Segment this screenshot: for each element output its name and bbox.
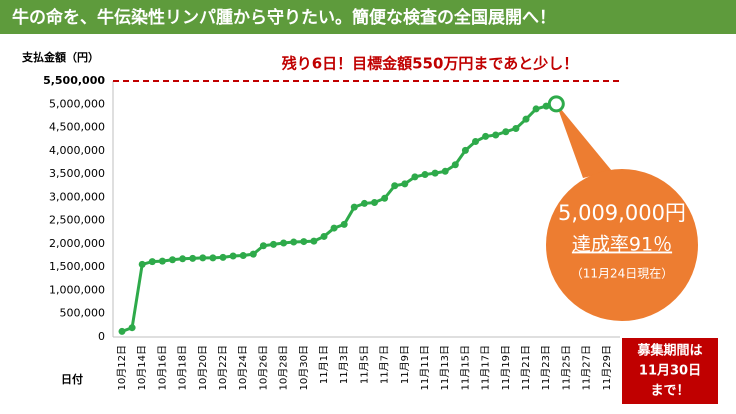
chart-title: 牛の命を、牛伝染性リンパ腫から守りたい。簡便な検査の全国展開へ！ bbox=[12, 7, 556, 28]
data-point bbox=[239, 252, 247, 260]
deadline-text: まで！ bbox=[650, 384, 689, 399]
data-point bbox=[350, 203, 358, 211]
callout-date: （11月24日現在） bbox=[571, 267, 674, 281]
data-point bbox=[320, 232, 328, 240]
data-point bbox=[512, 124, 520, 132]
x-tick-label: 10月28日 bbox=[278, 345, 290, 390]
y-tick-label: 4,500,000 bbox=[49, 121, 105, 134]
data-point bbox=[209, 254, 217, 262]
x-tick-label: 10月14日 bbox=[136, 345, 148, 390]
y-tick-label: 5,000,000 bbox=[49, 97, 105, 110]
data-point bbox=[330, 224, 338, 232]
data-point bbox=[532, 105, 540, 113]
data-point bbox=[310, 237, 318, 245]
data-point bbox=[219, 253, 227, 261]
data-point bbox=[482, 132, 490, 140]
data-point bbox=[401, 180, 409, 188]
data-point bbox=[128, 324, 136, 332]
data-point bbox=[451, 161, 459, 169]
data-point bbox=[340, 220, 348, 228]
data-point bbox=[199, 254, 207, 262]
y-tick-label: 4,000,000 bbox=[49, 144, 105, 157]
x-tick-label: 10月24日 bbox=[237, 345, 249, 390]
data-point bbox=[522, 115, 530, 123]
data-point bbox=[280, 239, 288, 247]
data-point bbox=[148, 258, 156, 266]
y-tick-label: 3,500,000 bbox=[49, 167, 105, 180]
y-tick-label: 1,000,000 bbox=[49, 283, 105, 296]
x-tick-label: 11月29日 bbox=[601, 345, 613, 390]
deadline-text: 募集期間は bbox=[636, 343, 702, 359]
x-axis-label: 日付 bbox=[61, 372, 83, 386]
data-point bbox=[169, 256, 176, 264]
data-point bbox=[371, 198, 378, 206]
data-point bbox=[441, 167, 449, 175]
x-tick-label: 10月18日 bbox=[177, 345, 189, 390]
data-point bbox=[300, 238, 308, 246]
data-point bbox=[290, 238, 298, 246]
x-tick-label: 11月13日 bbox=[439, 345, 451, 390]
data-point bbox=[138, 260, 146, 268]
x-tick-label: 10月22日 bbox=[217, 345, 229, 390]
x-tick-label: 11月1日 bbox=[318, 345, 330, 384]
callout-rate: 達成率91％ bbox=[572, 234, 672, 256]
x-tick-label: 10月30日 bbox=[298, 345, 310, 390]
x-tick-label: 11月11日 bbox=[419, 345, 431, 390]
y-tick-label: 1,500,000 bbox=[49, 260, 105, 273]
data-point bbox=[270, 240, 277, 248]
x-tick-label: 11月15日 bbox=[459, 345, 471, 390]
y-tick-label: 3,000,000 bbox=[49, 190, 105, 203]
data-point bbox=[179, 255, 187, 263]
x-tick-label: 11月27日 bbox=[581, 345, 593, 390]
x-tick-label: 11月9日 bbox=[399, 345, 411, 384]
data-point-latest bbox=[547, 95, 565, 113]
y-tick-label: 500,000 bbox=[60, 307, 106, 320]
data-point bbox=[360, 199, 368, 207]
data-point bbox=[158, 257, 166, 265]
data-point bbox=[229, 252, 237, 260]
title-banner bbox=[0, 0, 736, 34]
x-tick-label: 10月16日 bbox=[156, 345, 168, 390]
y-axis-label: 支払金額（円） bbox=[21, 50, 99, 64]
data-point bbox=[381, 194, 389, 202]
data-point bbox=[411, 173, 419, 181]
x-tick-label: 10月26日 bbox=[257, 345, 269, 390]
data-point bbox=[249, 250, 257, 258]
x-tick-label: 11月21日 bbox=[520, 345, 532, 390]
data-point bbox=[421, 171, 429, 179]
data-point bbox=[502, 128, 510, 136]
y-tick-label: 2,500,000 bbox=[49, 214, 105, 227]
x-tick-label: 11月25日 bbox=[560, 345, 572, 390]
data-point bbox=[189, 254, 197, 262]
data-point bbox=[472, 138, 479, 146]
x-tick-label: 10月12日 bbox=[116, 345, 128, 390]
deadline-box bbox=[622, 338, 718, 404]
target-label: 5,500,000 bbox=[43, 74, 105, 87]
data-point bbox=[391, 182, 399, 190]
target-note: 残り6日！目標金額550万円まであと少し！ bbox=[282, 55, 579, 73]
x-tick-label: 11月17日 bbox=[480, 345, 492, 390]
data-point bbox=[118, 327, 126, 335]
data-point bbox=[461, 146, 469, 154]
x-tick-label: 10月20日 bbox=[197, 345, 209, 390]
x-tick-label: 11月7日 bbox=[379, 345, 391, 384]
y-tick-label: 0 bbox=[98, 330, 105, 343]
data-point bbox=[492, 131, 500, 139]
callout-circle bbox=[546, 169, 698, 321]
x-tick-label: 11月19日 bbox=[500, 345, 512, 390]
y-tick-label: 2,000,000 bbox=[49, 237, 105, 250]
x-tick-label: 11月5日 bbox=[358, 345, 370, 384]
data-line bbox=[121, 102, 557, 333]
callout-pointer bbox=[556, 103, 612, 178]
callout-amount: 5,009,000円 bbox=[558, 201, 686, 225]
data-point bbox=[431, 169, 439, 177]
x-tick-label: 11月3日 bbox=[338, 345, 350, 384]
data-point bbox=[259, 242, 267, 250]
x-tick-label: 11月23日 bbox=[540, 345, 552, 390]
deadline-text: 11月30日 bbox=[639, 364, 701, 379]
